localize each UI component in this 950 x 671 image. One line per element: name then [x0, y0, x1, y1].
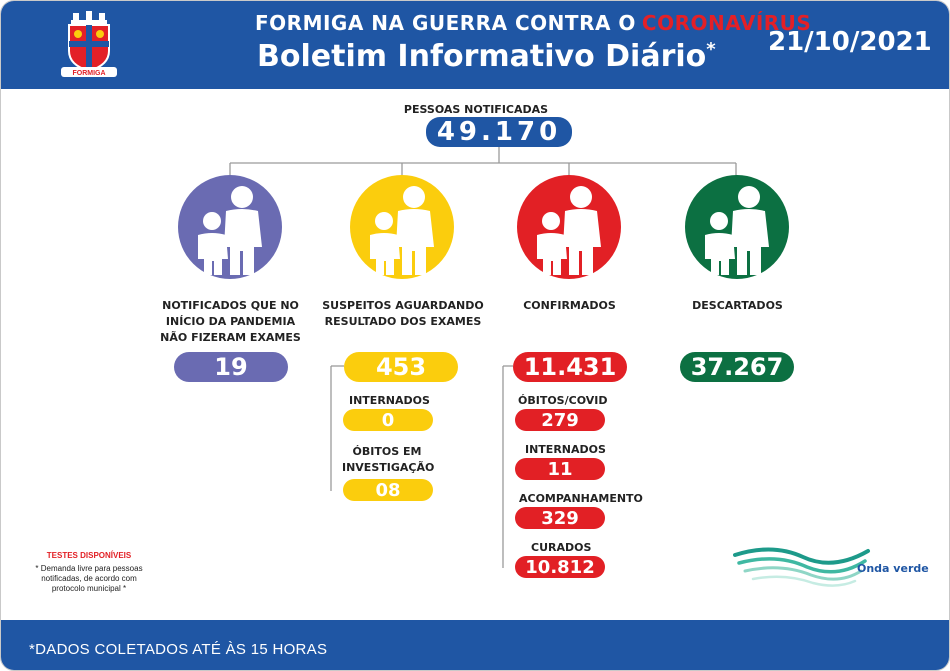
footer-bar	[1, 620, 949, 670]
category-label-sem-exame: NOTIFICADOS QUE NO INÍCIO DA PANDEMIA NÃ…	[160, 299, 301, 344]
header-bar	[1, 1, 949, 89]
footer-note: *DADOS COLETADOS ATÉ ÀS 15 HORAS	[29, 641, 328, 658]
title-mark: *	[706, 39, 716, 60]
sub-value-curados: 10.812	[515, 556, 605, 578]
family-icon	[350, 175, 454, 279]
family-icon	[685, 175, 789, 279]
crest-text: FORMIGA	[72, 70, 105, 77]
value-sem-exame: 19	[174, 352, 288, 382]
category-label-suspeitos: SUSPEITOS AGUARDANDO RESULTADO DOS EXAME…	[322, 299, 484, 328]
sub-value-internados-suspeitos: 0	[343, 409, 433, 431]
wave-logo-icon	[733, 547, 870, 587]
notified-total: 49.170	[426, 117, 572, 147]
sub-value-obitos-covid: 279	[515, 409, 605, 431]
family-icon	[178, 175, 282, 279]
category-label-descartados: DESCARTADOS	[692, 299, 783, 312]
tests-note: TESTES DISPONÍVEIS * Demanda livre para …	[23, 551, 155, 594]
sub-label-internados-confirmados: INTERNADOS	[525, 443, 606, 456]
headline-highlight: CORONAVÍRUS	[641, 11, 812, 35]
sub-label-curados: CURADOS	[531, 541, 592, 554]
brand-name: Onda verde	[857, 562, 929, 575]
sub-label-internados-suspeitos: INTERNADOS	[349, 394, 430, 407]
city-crest-icon: FORMIGA	[61, 11, 117, 77]
sub-label-obitos-investigacao: ÓBITOS EM INVESTIGAÇÃO	[342, 445, 435, 474]
tests-line: notificadas, de acordo com	[41, 574, 137, 583]
page-title-text: Boletim Informativo Diário	[257, 39, 707, 74]
family-icon	[517, 175, 621, 279]
category-label-confirmados: CONFIRMADOS	[523, 299, 616, 312]
notified-label: PESSOAS NOTIFICADAS	[403, 103, 549, 116]
sub-label-acompanhamento: ACOMPANHAMENTO	[519, 492, 643, 505]
sub-value-obitos-investigacao: 08	[343, 479, 433, 501]
sub-label-obitos-covid: ÓBITOS/COVID	[518, 394, 608, 407]
sub-value-acompanhamento: 329	[515, 507, 605, 529]
value-confirmados: 11.431	[513, 352, 627, 382]
tests-line: * Demanda livre para pessoas	[35, 564, 143, 573]
bulletin-date: 21/10/2021	[768, 27, 932, 57]
value-descartados: 37.267	[680, 352, 794, 382]
page-title: Boletim Informativo Diário*	[257, 39, 716, 74]
headline: FORMIGA NA GUERRA CONTRA O CORONAVÍRUS	[255, 11, 811, 35]
headline-prefix: FORMIGA NA GUERRA CONTRA O	[255, 11, 636, 35]
tests-title: TESTES DISPONÍVEIS	[46, 551, 132, 560]
tests-line: protocolo municipal *	[51, 584, 127, 593]
sub-value-internados-confirmados: 11	[515, 458, 605, 480]
value-suspeitos: 453	[344, 352, 458, 382]
